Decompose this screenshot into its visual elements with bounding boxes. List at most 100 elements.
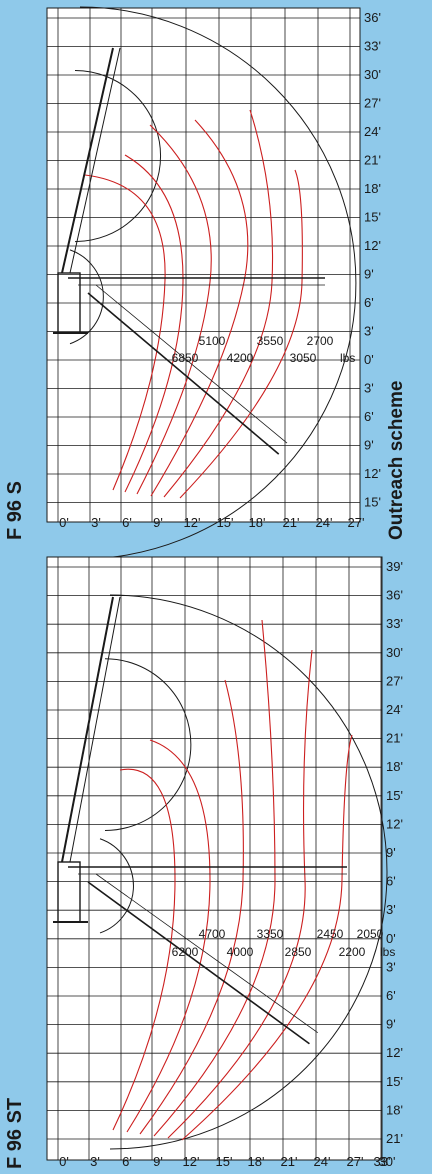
load-curve bbox=[84, 174, 166, 491]
load-curve bbox=[124, 154, 184, 493]
y-tick-label: 30' bbox=[364, 67, 381, 82]
crane-boom-diagonal bbox=[87, 292, 280, 455]
load-curve bbox=[136, 124, 212, 495]
load-curve bbox=[167, 649, 313, 1139]
y-tick-label: 12' bbox=[386, 816, 403, 831]
y-tick-label: 30' bbox=[386, 645, 403, 660]
outer-reach-arc bbox=[79, 6, 357, 560]
y-tick-label: 0' bbox=[364, 352, 374, 367]
x-tick-label: 15' bbox=[216, 1154, 233, 1169]
y-tick-label: 6' bbox=[364, 409, 374, 424]
y-tick-label: 12' bbox=[386, 1045, 403, 1060]
y-tick-label: 21' bbox=[364, 153, 381, 168]
diagram-f96s: 36' 33' 30' 27' 24' 21' 18' 15' 12' 9' 6' 3' 0' 3' 6' 9… bbox=[46, 6, 381, 560]
y-tick-label: 6' bbox=[386, 988, 396, 1003]
y-tick-label: 33' bbox=[364, 39, 381, 54]
y-tick-label: 9' bbox=[364, 267, 374, 282]
y-tick-label: 15' bbox=[386, 1074, 403, 1089]
y-tick-label: 6' bbox=[386, 874, 396, 889]
load-label: 4000 bbox=[227, 945, 254, 959]
plot-area bbox=[47, 557, 382, 1160]
y-tick-label: 21' bbox=[386, 1131, 403, 1146]
y-tick-label: 27' bbox=[386, 673, 403, 688]
x-tick-label: 27' bbox=[347, 1154, 364, 1169]
x-tick-label: 21' bbox=[281, 1154, 298, 1169]
crane-boom-vertical-edge bbox=[69, 47, 121, 274]
diagram-label-f96s: F 96 S bbox=[4, 481, 26, 540]
load-label: 6850 bbox=[172, 351, 199, 365]
plot-border bbox=[46, 7, 361, 523]
inner-reach-arc bbox=[104, 658, 192, 831]
side-title: Outreach scheme bbox=[386, 380, 407, 540]
x-tick-label: 12' bbox=[183, 1154, 200, 1169]
diagram-f96st: 39'36'33'30'27'24'21'18'15'12'9'6'3'0'3'… bbox=[46, 556, 403, 1169]
y-tick-label: 18' bbox=[386, 759, 403, 774]
load-curve bbox=[179, 169, 303, 499]
diagram-label-f96st: F 96 ST bbox=[4, 1097, 26, 1169]
y-tick-label: 39' bbox=[386, 559, 403, 574]
x-tick-label: 9' bbox=[153, 515, 163, 530]
load-label: 2050 bbox=[357, 927, 384, 941]
x-tick-label: 12' bbox=[184, 515, 201, 530]
x-tick-label: 24' bbox=[316, 515, 333, 530]
unit-label: lbs bbox=[380, 945, 395, 959]
outer-reach-arc bbox=[109, 594, 388, 1150]
load-curve bbox=[139, 679, 244, 1135]
load-curve bbox=[181, 734, 353, 1141]
base-reach-arc bbox=[69, 249, 104, 345]
y-tick-label: 9' bbox=[386, 1017, 396, 1032]
y-tick-label: 9' bbox=[364, 438, 374, 453]
load-label: 6200 bbox=[172, 945, 199, 959]
x-tick-label: 0' bbox=[59, 1154, 69, 1169]
x-tick-label: 6' bbox=[122, 515, 132, 530]
crane-boom-diagonal-edge bbox=[95, 873, 318, 1033]
x-tick-label: 18' bbox=[249, 515, 266, 530]
x-tick-label: 0' bbox=[59, 515, 69, 530]
load-label: 3050 bbox=[290, 351, 317, 365]
x-tick-label: 24' bbox=[314, 1154, 331, 1169]
x-tick-label: 30' bbox=[379, 1154, 396, 1169]
plot-border bbox=[46, 556, 383, 1161]
load-curve bbox=[150, 119, 249, 497]
y-tick-label: 15' bbox=[386, 788, 403, 803]
y-tick-label: 3' bbox=[386, 959, 396, 974]
crane-boom-vertical bbox=[61, 596, 114, 863]
crane-boom-vertical-edge bbox=[69, 596, 121, 863]
y-tick-label: 15' bbox=[364, 210, 381, 225]
y-tick-label: 24' bbox=[386, 702, 403, 717]
y-tick-label: 3' bbox=[364, 381, 374, 396]
load-curve bbox=[153, 619, 276, 1137]
y-tick-label: 3' bbox=[386, 902, 396, 917]
x-tick-label: 15' bbox=[217, 515, 234, 530]
y-tick-label: 21' bbox=[386, 731, 403, 746]
crane-boom-diagonal bbox=[87, 881, 310, 1045]
y-tick-label: 33' bbox=[386, 616, 403, 631]
y-tick-label: 15' bbox=[364, 495, 381, 510]
y-tick-label: 12' bbox=[364, 238, 381, 253]
load-label: 2700 bbox=[307, 334, 334, 348]
crane-boom-vertical bbox=[61, 47, 114, 274]
load-label: 4200 bbox=[227, 351, 254, 365]
load-label: 3350 bbox=[257, 927, 284, 941]
y-tick-label: 3' bbox=[364, 324, 374, 339]
x-tick-label: 33' bbox=[374, 1154, 391, 1169]
load-label: 4700 bbox=[199, 927, 226, 941]
y-tick-label: 0' bbox=[386, 931, 396, 946]
x-tick-label: 27' bbox=[348, 515, 365, 530]
y-tick-label: 24' bbox=[364, 124, 381, 139]
load-label: 2200 bbox=[339, 945, 366, 959]
load-curve bbox=[163, 109, 274, 498]
load-label: 2450 bbox=[317, 927, 344, 941]
x-tick-label: 9' bbox=[153, 1154, 163, 1169]
load-label: 2850 bbox=[285, 945, 312, 959]
x-tick-label: 21' bbox=[283, 515, 300, 530]
x-tick-label: 6' bbox=[122, 1154, 132, 1169]
y-tick-label: 12' bbox=[364, 466, 381, 481]
load-curve bbox=[112, 768, 176, 1131]
load-curve bbox=[126, 739, 211, 1133]
x-tick-label: 3' bbox=[90, 1154, 100, 1169]
load-label: 3550 bbox=[257, 334, 284, 348]
x-tick-label: 3' bbox=[91, 515, 101, 530]
